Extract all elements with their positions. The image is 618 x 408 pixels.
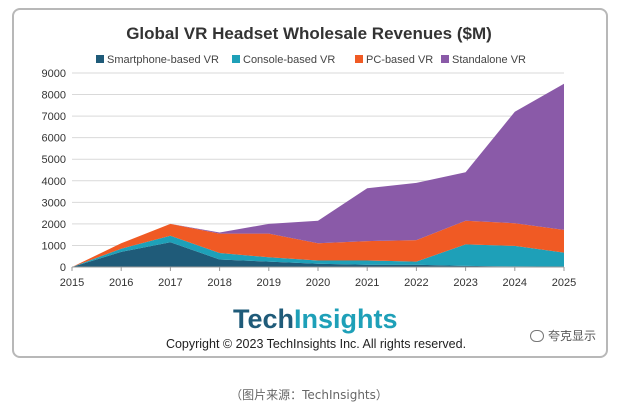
y-tick-label: 1000 [42, 240, 66, 252]
x-tick-label: 2024 [503, 277, 527, 289]
y-tick-label: 7000 [42, 111, 66, 123]
legend-item: Smartphone-based VR [96, 54, 219, 66]
legend-swatch [441, 55, 449, 63]
x-tick-label: 2015 [60, 277, 84, 289]
y-tick-label: 9000 [42, 68, 66, 80]
copyright-text: Copyright © 2023 TechInsights Inc. All r… [166, 337, 466, 351]
x-tick-label: 2016 [109, 277, 133, 289]
legend-label: Smartphone-based VR [107, 54, 219, 66]
legend-item: Standalone VR [441, 54, 526, 66]
area-series [72, 83, 564, 267]
y-tick-label: 3000 [42, 197, 66, 209]
logo: TechInsights [233, 304, 398, 334]
y-tick-label: 0 [60, 262, 66, 274]
x-tick-label: 2017 [158, 277, 182, 289]
legend-label: Console-based VR [243, 54, 335, 66]
area-console-based-vr [72, 235, 564, 267]
watermark: 夸克显示 [529, 327, 596, 344]
x-tick-label: 2025 [552, 277, 576, 289]
area-pc-based-vr [72, 220, 564, 267]
area-standalone-vr [72, 83, 564, 267]
legend-swatch [96, 55, 104, 63]
x-tick-label: 2021 [355, 277, 379, 289]
x-tick-label: 2018 [207, 277, 231, 289]
x-tick-label: 2019 [257, 277, 281, 289]
legend: Smartphone-based VR Console-based VR PC-ba… [96, 54, 526, 66]
image-caption: （图片来源：TechInsights） [230, 388, 388, 402]
area-smartphone-based-vr [72, 242, 564, 267]
legend-item: Console-based VR [232, 54, 335, 66]
y-tick-label: 4000 [42, 176, 66, 188]
legend-swatch [355, 55, 363, 63]
x-tick-label: 2020 [306, 277, 330, 289]
wechat-icon [529, 329, 544, 342]
x-tick-label: 2023 [453, 277, 477, 289]
y-tick-label: 5000 [42, 154, 66, 166]
logo-insights: Insights [294, 304, 398, 334]
legend-swatch [232, 55, 240, 63]
y-tick-label: 6000 [42, 133, 66, 145]
y-tick-label: 8000 [42, 90, 66, 102]
chart-title: Global VR Headset Wholesale Revenues ($M… [126, 24, 492, 43]
axes: 0 1000 2000 3000 4000 5000 6000 7000 8000 9000 201… [42, 68, 577, 289]
logo-tech: Tech [233, 304, 294, 334]
y-tick-label: 2000 [42, 219, 66, 231]
legend-label: Standalone VR [452, 54, 526, 66]
legend-label: PC-based VR [366, 54, 433, 66]
x-tick-label: 2022 [404, 277, 428, 289]
watermark-text: 夸克显示 [547, 329, 596, 343]
legend-item: PC-based VR [355, 54, 433, 66]
